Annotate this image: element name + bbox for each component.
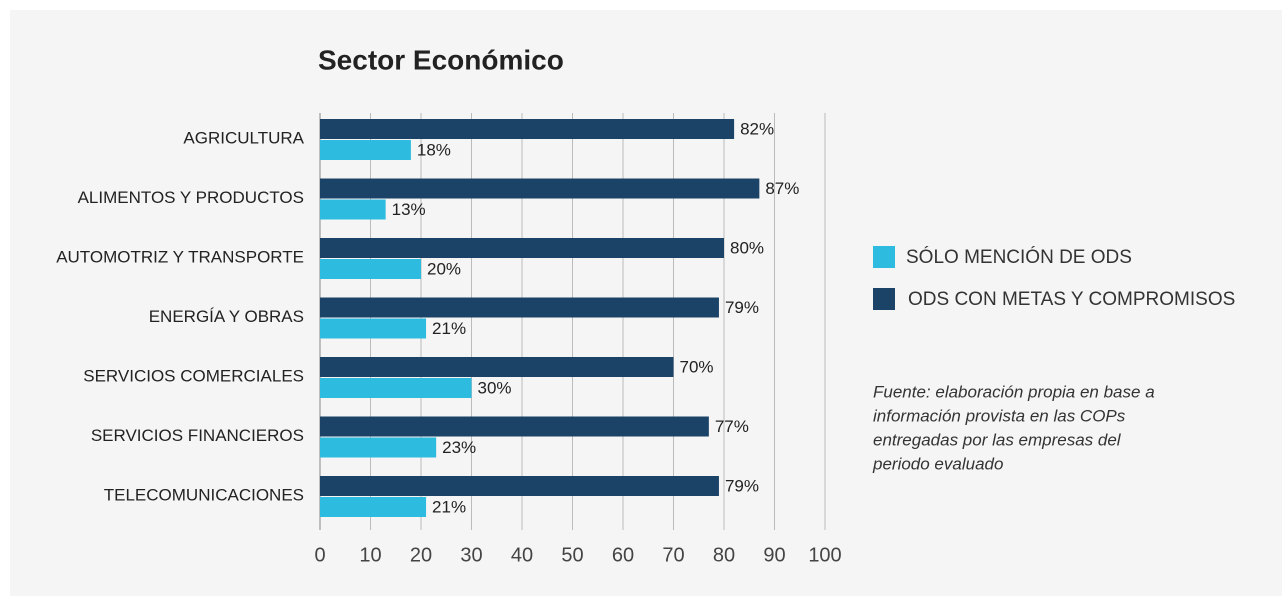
value-label: 70% <box>680 357 714 376</box>
legend-swatch <box>873 288 895 310</box>
x-tick-label: 60 <box>612 544 634 566</box>
x-tick-label: 80 <box>713 544 735 566</box>
y-tick-label: SERVICIOS COMERCIALES <box>83 366 304 385</box>
bar <box>320 119 735 139</box>
bar <box>320 357 674 377</box>
y-tick-label: ENERGÍA Y OBRAS <box>149 307 304 326</box>
note: Fuente: elaboración propia en base a <box>873 382 1155 401</box>
bar <box>320 259 421 279</box>
bar <box>320 476 719 496</box>
x-tick-label: 40 <box>511 544 533 566</box>
value-label: 79% <box>725 298 759 317</box>
note: información provista en las COPs <box>873 406 1126 425</box>
value-label: 21% <box>432 497 466 516</box>
bar <box>320 497 427 517</box>
chart-title: Sector Económico <box>318 44 564 75</box>
value-label: 30% <box>478 378 512 397</box>
legend-label: SÓLO MENCIÓN DE ODS <box>906 246 1132 268</box>
y-tick-label: TELECOMUNICACIONES <box>104 485 304 504</box>
value-label: 21% <box>432 319 466 338</box>
bar <box>320 178 760 199</box>
x-tick-label: 20 <box>410 544 432 566</box>
value-label: 79% <box>725 476 759 495</box>
value-label: 20% <box>427 259 461 278</box>
y-tick-label: AGRICULTURA <box>183 128 304 147</box>
value-label: 82% <box>740 119 774 138</box>
legend-label: ODS CON METAS Y COMPROMISOS <box>908 289 1235 310</box>
value-label: 77% <box>715 417 749 436</box>
value-label: 23% <box>442 438 476 457</box>
y-tick-label: ALIMENTOS Y PRODUCTOS <box>78 188 304 207</box>
x-tick-label: 50 <box>561 544 583 566</box>
bar <box>320 238 724 258</box>
x-tick-label: 100 <box>808 544 841 566</box>
x-tick-label: 10 <box>359 544 381 566</box>
x-tick-label: 70 <box>662 544 684 566</box>
y-tick-label: AUTOMOTRIZ Y TRANSPORTE <box>56 247 304 266</box>
legend-swatch <box>873 246 895 268</box>
value-label: 80% <box>730 238 764 257</box>
value-label: 13% <box>392 200 426 219</box>
note: periodo evaluado <box>872 454 1003 473</box>
bar <box>320 140 411 160</box>
bar <box>320 437 437 458</box>
note: entregadas por las empresas del <box>873 430 1122 449</box>
bar <box>320 318 427 339</box>
x-tick-label: 30 <box>460 544 482 566</box>
value-label: 18% <box>417 140 451 159</box>
bar <box>320 416 709 437</box>
bar <box>320 378 472 398</box>
x-tick-label: 0 <box>314 544 325 566</box>
value-label: 87% <box>765 179 799 198</box>
bar <box>320 297 719 318</box>
y-tick-label: SERVICIOS FINANCIEROS <box>91 426 304 445</box>
bar <box>320 199 386 220</box>
x-tick-label: 90 <box>763 544 785 566</box>
